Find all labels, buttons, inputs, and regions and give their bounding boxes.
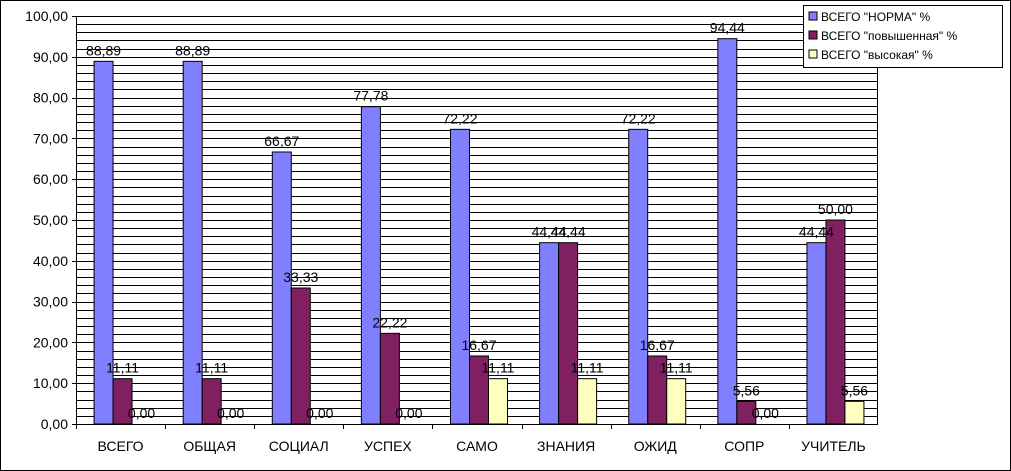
x-tick-label: УСПЕХ <box>364 438 412 454</box>
data-label: 44,44 <box>532 224 567 240</box>
x-tick-label: САМО <box>456 438 498 454</box>
x-tick-label: СОЦИАЛ <box>269 438 329 454</box>
y-tick-label: 80,00 <box>33 90 68 106</box>
legend-swatch <box>808 11 818 21</box>
y-tick-label: 20,00 <box>33 334 68 350</box>
y-tick-label: 90,00 <box>33 49 68 65</box>
bar <box>488 378 508 425</box>
bar <box>806 242 827 425</box>
y-tick-label: 70,00 <box>33 130 68 146</box>
y-tick-label: 100,00 <box>25 8 68 24</box>
legend-swatch <box>808 49 818 59</box>
data-label: 11,11 <box>482 360 515 376</box>
data-label: 50,00 <box>818 201 853 217</box>
data-label: 11,11 <box>660 360 693 376</box>
y-tick-label: 10,00 <box>33 375 68 391</box>
bars <box>93 38 865 425</box>
bar <box>450 128 470 425</box>
bar <box>93 60 114 425</box>
y-tick-label: 0,00 <box>41 416 68 432</box>
legend-box <box>803 5 1003 68</box>
x-tick-label: ОЖИД <box>634 438 678 454</box>
data-label: 11,11 <box>106 360 139 376</box>
data-label: 88,89 <box>86 42 121 58</box>
legend-label: ВСЕГО "НОРМА" % <box>821 10 930 24</box>
data-label: 16,67 <box>461 337 496 353</box>
y-tick-label: 50,00 <box>33 212 68 228</box>
data-label: 72,22 <box>621 110 656 126</box>
data-label: 0,00 <box>217 405 244 421</box>
bar <box>844 400 865 425</box>
y-tick-labels: 0,00 10,00 20,00 30,00 40,00 50,00 60,00 70,00 8… <box>25 8 76 432</box>
x-tick-label: ВСЕГО <box>98 438 144 454</box>
data-labels: 88,89 11,11 0,00 88,89 11,11 0,00 66,67 33,33 0,… <box>86 20 868 421</box>
bar <box>360 106 381 425</box>
bar <box>577 378 598 425</box>
data-label: 16,67 <box>640 337 675 353</box>
data-label: 0,00 <box>128 405 155 421</box>
data-label: 44,44 <box>799 224 834 240</box>
x-tick-label: СОПР <box>724 438 764 454</box>
data-label: 94,44 <box>710 20 745 36</box>
bar <box>290 287 311 425</box>
y-tick-label: 60,00 <box>33 171 68 187</box>
bar <box>539 242 560 425</box>
bar <box>271 151 292 425</box>
y-tick-label: 30,00 <box>33 294 68 310</box>
legend-label: ВСЕГО "высокая" % <box>821 48 933 62</box>
bar <box>182 60 203 425</box>
legend-label: ВСЕГО "повышенная" % <box>821 29 958 43</box>
legend: ВСЕГО "НОРМА" % ВСЕГО "повышенная" % ВСЕГО… <box>803 5 1003 68</box>
data-label: 0,00 <box>306 405 333 421</box>
data-label: 0,00 <box>395 405 422 421</box>
x-tick-label: ОБЩАЯ <box>183 438 236 454</box>
data-label: 22,22 <box>372 314 407 330</box>
data-label: 5,56 <box>841 382 868 398</box>
data-label: 66,67 <box>264 133 299 149</box>
data-label: 77,78 <box>353 88 388 104</box>
bar <box>825 219 846 425</box>
x-tick-labels: ВСЕГО ОБЩАЯ СОЦИАЛ УСПЕХ САМО ЗНАНИЯ ОЖИД СОПР У… <box>76 424 866 454</box>
data-label: 11,11 <box>571 360 604 376</box>
bar <box>201 378 222 425</box>
x-tick-label: ЗНАНИЯ <box>537 438 595 454</box>
bar <box>628 128 649 425</box>
legend-swatch <box>808 30 818 40</box>
bar <box>666 378 687 425</box>
bar <box>717 38 738 425</box>
data-label: 88,89 <box>175 42 210 58</box>
data-label: 33,33 <box>283 269 318 285</box>
data-label: 72,22 <box>442 110 477 126</box>
bar <box>379 332 400 425</box>
data-label: 5,56 <box>733 382 760 398</box>
bar <box>736 400 757 425</box>
bar <box>558 242 579 425</box>
x-tick-label: УЧИТЕЛЬ <box>801 438 866 454</box>
y-tick-label: 40,00 <box>33 253 68 269</box>
data-label: 11,11 <box>195 360 228 376</box>
data-label: 0,00 <box>752 405 779 421</box>
bar <box>112 378 133 425</box>
data-label: 44,44 <box>551 224 586 240</box>
